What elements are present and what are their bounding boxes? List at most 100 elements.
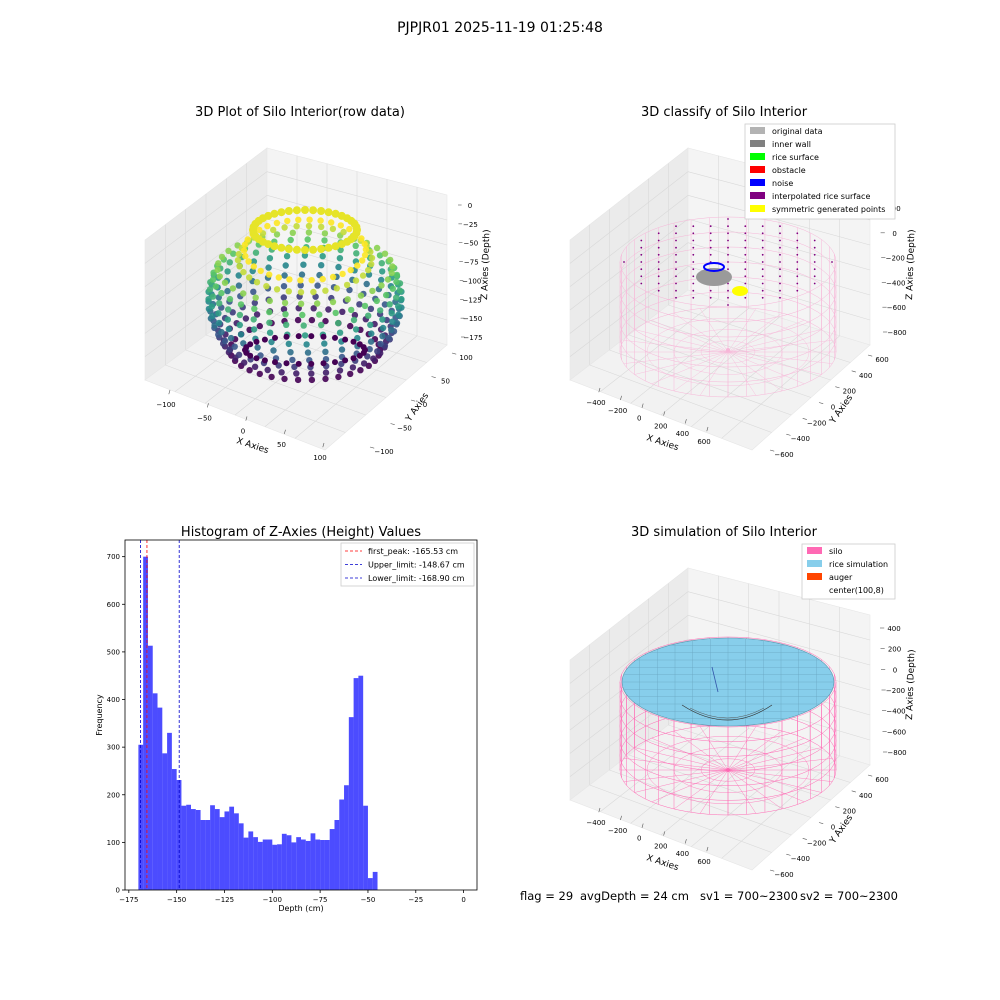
- panel-4-y-tick-mark: [851, 790, 856, 793]
- legend-swatch: [750, 153, 765, 160]
- histogram-bar: [167, 732, 172, 890]
- raw-point: [346, 225, 353, 233]
- panel-4-x-tick: 400: [676, 850, 689, 858]
- panel-4-y-tick-mark: [835, 806, 840, 809]
- histogram-y-ticks: 0 100 200 300 400 500 600 700: [107, 553, 125, 895]
- histogram-bar: [367, 878, 373, 890]
- histogram-bar: [324, 840, 330, 890]
- raw-point: [218, 328, 225, 336]
- legend-swatch: [750, 140, 765, 147]
- interpolated-point: [692, 225, 695, 228]
- panel-1-y-tick-mark: [451, 352, 457, 355]
- raw-point: [317, 217, 324, 224]
- raw-point: [379, 316, 386, 323]
- raw-point: [350, 338, 357, 345]
- auger-trace: [711, 666, 719, 693]
- interpolated-point: [796, 261, 799, 263]
- interpolated-point: [692, 296, 695, 299]
- histogram-bar: [200, 820, 206, 890]
- raw-point: [320, 333, 327, 340]
- interpolated-point: [692, 232, 695, 235]
- raw-point: [362, 246, 370, 253]
- raw-point: [356, 301, 363, 308]
- raw-point: [387, 256, 394, 264]
- raw-point: [242, 252, 249, 260]
- raw-point: [281, 272, 288, 279]
- interpolated-point: [675, 232, 677, 235]
- panel-2-legend: original data inner wall rice surface obsta…: [744, 123, 896, 220]
- histogram-bar: [358, 675, 364, 890]
- raw-point: [389, 318, 396, 325]
- panel-1-x-label: X Axies: [235, 436, 270, 456]
- histogram-bar: [162, 753, 168, 890]
- raw-point: [240, 247, 248, 254]
- panel-4-x-tick: 600: [697, 858, 710, 866]
- raw-point: [398, 295, 405, 303]
- center-point: [726, 768, 730, 772]
- raw-point: [272, 359, 278, 366]
- panel-1-y-tick: 50: [441, 378, 450, 386]
- raw-point: [251, 299, 258, 307]
- raw-point: [225, 306, 232, 313]
- legend-label: silo: [829, 547, 843, 556]
- interpolated-point: [709, 289, 712, 292]
- interpolated-point: [709, 253, 712, 256]
- histogram-y-label: Frequency: [95, 694, 104, 736]
- raw-point: [263, 283, 270, 290]
- panel-1-x-ticks: −100 −50 0 50 100: [156, 389, 327, 462]
- status-footer: flag = 29 avgDepth = 24 cm sv1 = 700~230…: [520, 889, 898, 903]
- histogram-bar: [229, 806, 235, 890]
- panel-1-scatter-points: [205, 206, 405, 384]
- raw-point: [231, 343, 238, 350]
- interpolated-point: [744, 225, 747, 228]
- raw-point: [294, 316, 302, 324]
- interpolated-point: [727, 218, 729, 220]
- grid-line: [569, 591, 689, 684]
- legend-swatch: [807, 547, 822, 554]
- panel-1-x-tick: 50: [277, 441, 286, 449]
- raw-point: [277, 243, 286, 252]
- histogram-bar: [296, 837, 301, 890]
- raw-point: [253, 355, 260, 362]
- raw-point: [352, 242, 359, 249]
- raw-point: [240, 268, 247, 276]
- raw-point: [305, 229, 313, 236]
- interpolated-point: [744, 268, 747, 271]
- interpolated-point: [779, 225, 781, 228]
- interpolated-point: [761, 289, 764, 292]
- raw-point: [363, 280, 370, 288]
- raw-point: [297, 282, 304, 289]
- legend-label: center(100,8): [829, 586, 884, 595]
- raw-point: [281, 375, 288, 383]
- raw-point: [377, 307, 384, 314]
- interpolated-point: [692, 261, 695, 263]
- panel-4-x-tick: −200: [608, 827, 627, 835]
- histogram-bar: [219, 817, 225, 890]
- interpolated-point: [675, 289, 677, 292]
- raw-point: [230, 250, 237, 257]
- raw-point: [301, 206, 309, 214]
- legend-swatch: [807, 560, 822, 567]
- raw-point: [270, 209, 279, 218]
- panel-1-z-ticks: 0 −25 −50 −75 −100 −125 −150 −175: [458, 202, 483, 342]
- raw-point: [242, 315, 250, 322]
- panel-2-y-tick-mark: [769, 449, 775, 452]
- interpolated-point: [744, 253, 747, 256]
- raw-point: [376, 252, 384, 259]
- panel-1-z-tick: 0: [468, 202, 472, 210]
- panel-2-x-tick-mark: [706, 426, 709, 432]
- panel-4-z-tick: −600: [887, 728, 906, 736]
- histogram-bar: [248, 831, 254, 890]
- raw-point: [305, 222, 313, 230]
- raw-point: [265, 264, 272, 271]
- raw-point: [285, 340, 292, 348]
- panel-1-z-tick: −175: [463, 334, 482, 342]
- raw-point: [295, 360, 302, 367]
- histogram-bar: [329, 829, 335, 890]
- raw-point: [354, 262, 361, 269]
- raw-point: [206, 286, 214, 293]
- interpolated-point: [727, 232, 729, 235]
- histogram-reference-lines: [140, 540, 180, 890]
- silo-wire: [646, 318, 810, 386]
